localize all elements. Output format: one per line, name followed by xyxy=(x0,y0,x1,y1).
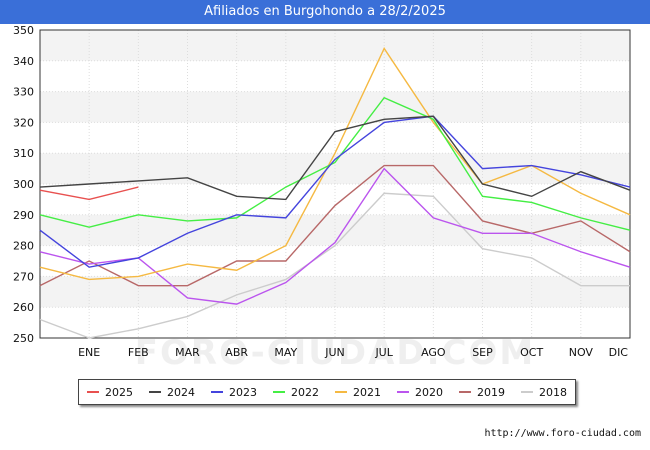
x-tick-label: ABR xyxy=(225,346,248,359)
watermark: FORO-CIUDAD.COM xyxy=(135,333,536,373)
legend-label: 2019 xyxy=(477,385,505,399)
legend-item-2023: 2023 xyxy=(211,386,257,399)
x-tick-label: FEB xyxy=(128,346,149,359)
legend-item-2019: 2019 xyxy=(459,386,505,399)
series-line-2024 xyxy=(39,115,631,201)
y-tick-label: 260 xyxy=(13,301,34,314)
y-axis-ticks: 250 260 270 280 290 300 310 320 330 340 350 xyxy=(13,24,34,345)
y-tick-label: 280 xyxy=(13,240,34,253)
plot-frame xyxy=(39,29,631,339)
x-tick-label: ENE xyxy=(78,346,100,359)
legend-swatch xyxy=(149,391,161,393)
legend-swatch xyxy=(397,391,409,393)
y-tick-label: 310 xyxy=(13,147,34,160)
legend-item-2025: 2025 xyxy=(87,386,133,399)
x-tick-label: MAY xyxy=(274,346,297,359)
x-tick-label: JUL xyxy=(374,346,393,359)
y-tick-label: 270 xyxy=(13,270,34,283)
x-tick-label: AGO xyxy=(421,346,446,359)
series-line-2018 xyxy=(39,192,630,339)
y-tick-label: 300 xyxy=(13,178,34,191)
legend-label: 2020 xyxy=(415,385,443,399)
legend-item-2018: 2018 xyxy=(521,386,567,399)
y-tick-label: 330 xyxy=(13,86,34,99)
x-axis-ticks: ENE FEB MAR ABR MAY JUN JUL AGO SEP OCT NOV DIC xyxy=(78,346,628,359)
legend-swatch xyxy=(335,391,347,393)
chart-title: Afiliados en Burgohondo a 28/2/2025 xyxy=(0,0,650,24)
series-lines xyxy=(39,47,631,339)
x-tick-label: MAR xyxy=(175,346,200,359)
x-tick-label: SEP xyxy=(472,346,493,359)
legend-item-2022: 2022 xyxy=(273,386,319,399)
x-tick-label: NOV xyxy=(569,346,594,359)
x-tick-label: OCT xyxy=(520,346,543,359)
legend-swatch xyxy=(459,391,471,393)
y-tick-label: 290 xyxy=(13,209,34,222)
x-tick-label: DIC xyxy=(609,346,629,359)
legend-label: 2022 xyxy=(291,385,319,399)
legend-swatch xyxy=(273,391,285,393)
legend-swatch xyxy=(521,391,533,393)
legend: 2025 2024 2023 2022 2021 2020 2019 2018 xyxy=(78,379,576,405)
source-credit: http://www.foro-ciudad.com xyxy=(484,428,641,439)
y-tick-label: 350 xyxy=(13,24,34,37)
legend-item-2021: 2021 xyxy=(335,386,381,399)
series-line-2025 xyxy=(39,186,139,201)
legend-swatch xyxy=(211,391,223,393)
y-tick-label: 320 xyxy=(13,116,34,129)
legend-swatch xyxy=(87,391,99,393)
legend-item-2024: 2024 xyxy=(149,386,195,399)
legend-label: 2023 xyxy=(229,385,257,399)
legend-label: 2018 xyxy=(539,385,567,399)
y-tick-label: 250 xyxy=(13,332,34,345)
legend-label: 2025 xyxy=(105,385,133,399)
legend-label: 2021 xyxy=(353,385,381,399)
series-line-2022 xyxy=(39,96,631,231)
legend-item-2020: 2020 xyxy=(397,386,443,399)
series-line-2023 xyxy=(39,115,631,268)
x-tick-label: JUN xyxy=(324,346,345,359)
legend-label: 2024 xyxy=(167,385,195,399)
y-tick-label: 340 xyxy=(13,55,34,68)
